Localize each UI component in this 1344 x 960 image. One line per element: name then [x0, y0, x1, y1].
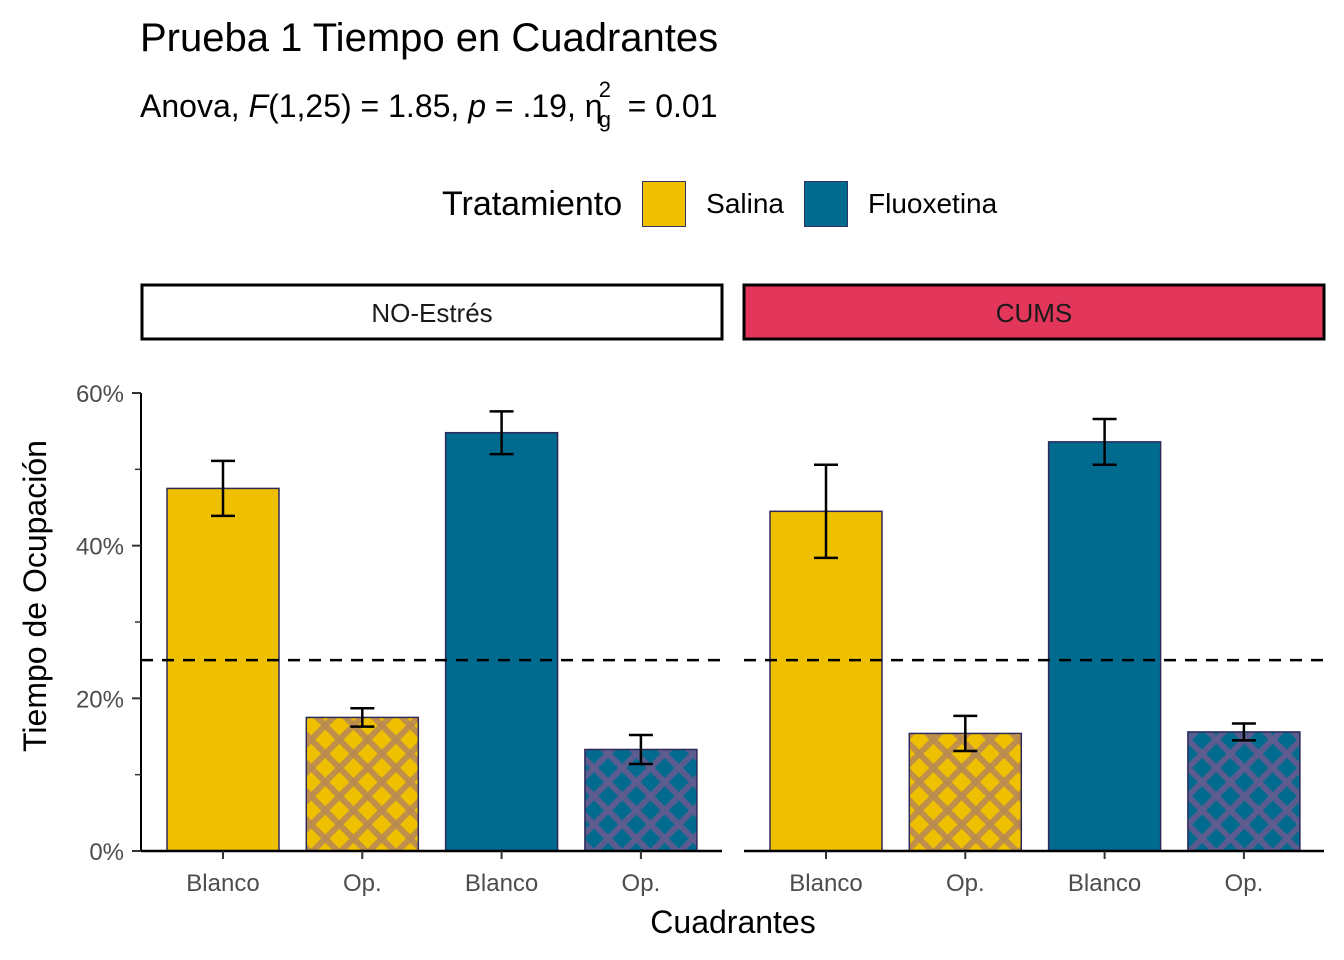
- panel-no-estres: Blanco Op. Blanco Op.: [141, 410, 722, 897]
- legend-label-fluoxetina: Fluoxetina: [868, 188, 998, 219]
- bar-op-salina: [305, 716, 420, 852]
- x-tick-label: Op.: [946, 870, 985, 897]
- y-axis: 0% 20% 40% 60%: [76, 381, 142, 866]
- subtitle-prefix: Anova,: [140, 88, 249, 124]
- bar-blanco-salina: [769, 510, 883, 852]
- chart-title: Prueba 1 Tiempo en Cuadrantes: [140, 16, 719, 60]
- facet-label-cums: CUMS: [996, 298, 1073, 328]
- bar-op-fluoxetina: [1187, 731, 1301, 852]
- x-tick-label: Blanco: [789, 870, 862, 897]
- x-axis-title: Cuadrantes: [650, 904, 815, 940]
- y-tick-label: 60%: [76, 381, 124, 408]
- x-tick-label: Blanco: [1068, 870, 1141, 897]
- bar-blanco-fluoxetina: [444, 431, 559, 852]
- legend-key-fluoxetina: [804, 181, 848, 227]
- y-tick-label: 20%: [76, 686, 124, 713]
- legend: Tratamiento Salina Fluoxetina: [442, 178, 1017, 230]
- y-tick-label: 0%: [89, 839, 124, 866]
- facet-strip-cums: [742, 283, 1326, 341]
- subtitle-eta-value: = 0.01: [618, 88, 718, 124]
- facet-strip-no-estres: [140, 283, 724, 341]
- subtitle-p-symbol: p: [468, 88, 486, 124]
- x-tick-label: Blanco: [465, 870, 538, 897]
- legend-label-salina: Salina: [706, 188, 784, 219]
- panel-cums: Blanco Op. Blanco Op.: [744, 417, 1324, 897]
- subtitle-eta-sup: 2: [598, 77, 611, 102]
- facet-label-no-estres: NO-Estrés: [371, 298, 492, 328]
- subtitle-eta-sub: g: [598, 107, 611, 132]
- bar-blanco-salina: [166, 487, 280, 852]
- x-tick-label: Op.: [1225, 870, 1264, 897]
- subtitle-p-value: = .19,: [485, 88, 585, 124]
- legend-key-salina: [642, 181, 687, 227]
- subtitle-f-df: (1,25) = 1.85,: [268, 88, 469, 124]
- bar-blanco-fluoxetina: [1047, 441, 1162, 852]
- x-tick-label: Op.: [622, 870, 661, 897]
- y-axis-title: Tiempo de Ocupación: [17, 440, 53, 752]
- y-tick-label: 40%: [76, 534, 124, 561]
- subtitle-eta-symbol: η: [584, 88, 603, 124]
- subtitle-f-symbol: F: [248, 88, 269, 124]
- x-tick-label: Op.: [343, 870, 382, 897]
- x-tick-label: Blanco: [186, 870, 259, 897]
- bar-op-fluoxetina: [584, 748, 698, 852]
- bar-op-salina: [908, 732, 1023, 852]
- legend-title: Tratamiento: [442, 184, 623, 223]
